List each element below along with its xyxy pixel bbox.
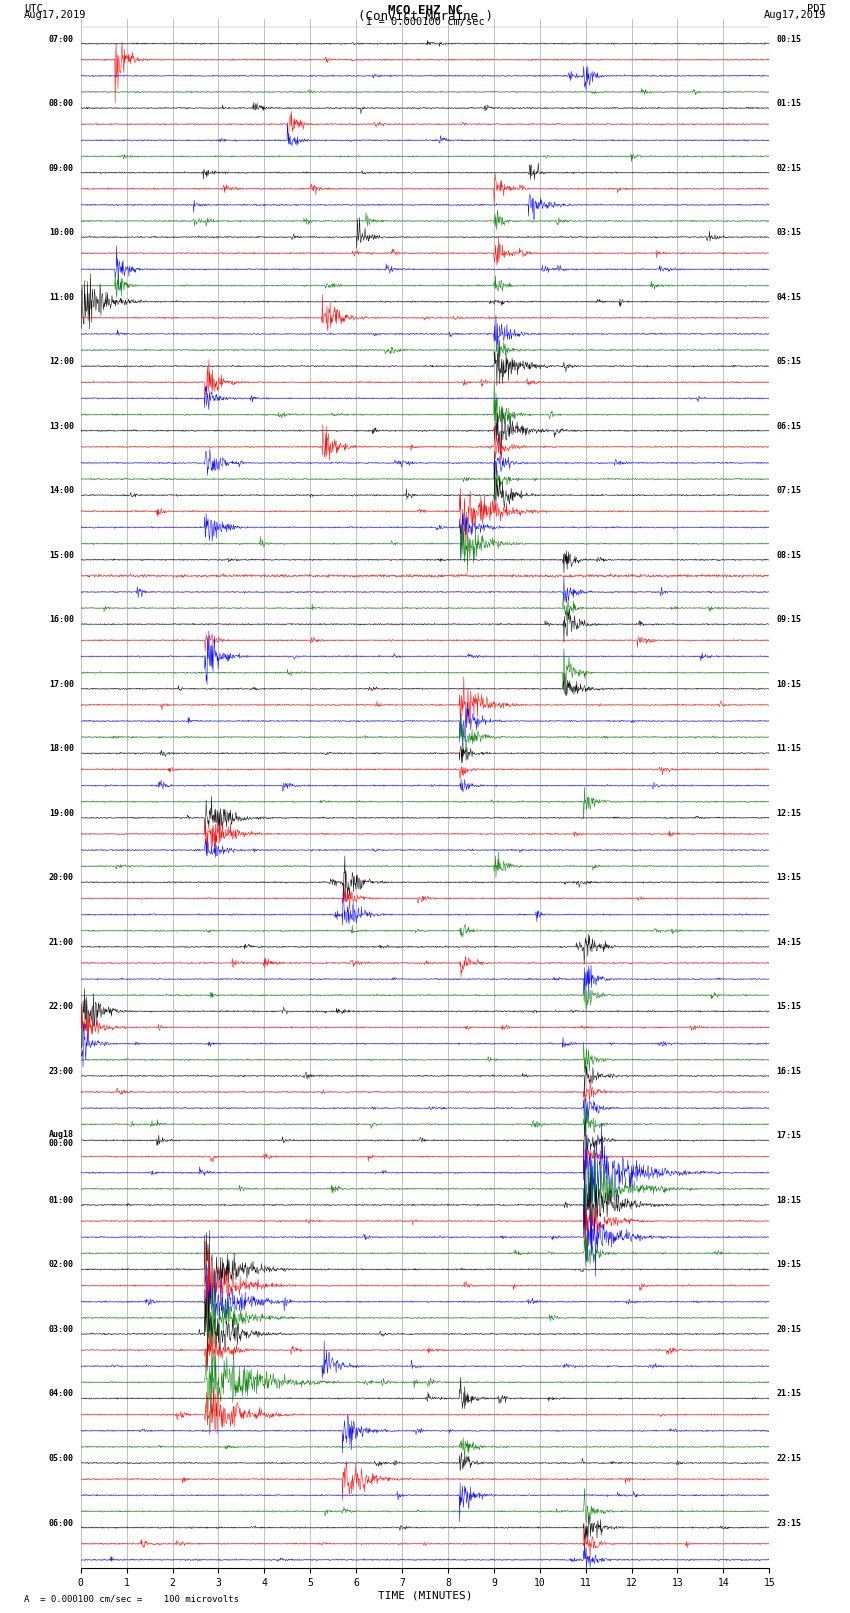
Text: 11:00: 11:00 <box>48 292 74 302</box>
Text: 10:15: 10:15 <box>776 679 802 689</box>
Text: 18:15: 18:15 <box>776 1195 802 1205</box>
Text: A  = 0.000100 cm/sec =    100 microvolts: A = 0.000100 cm/sec = 100 microvolts <box>24 1594 239 1603</box>
Text: 05:15: 05:15 <box>776 356 802 366</box>
Text: 15:00: 15:00 <box>48 550 74 560</box>
Text: 14:15: 14:15 <box>776 937 802 947</box>
Text: 18:00: 18:00 <box>48 744 74 753</box>
Text: 00:15: 00:15 <box>776 34 802 44</box>
Text: 16:15: 16:15 <box>776 1066 802 1076</box>
Text: 13:15: 13:15 <box>776 873 802 882</box>
X-axis label: TIME (MINUTES): TIME (MINUTES) <box>377 1590 473 1600</box>
Text: 02:15: 02:15 <box>776 163 802 173</box>
Text: Aug17,2019: Aug17,2019 <box>24 11 87 21</box>
Text: PDT: PDT <box>808 5 826 15</box>
Text: 17:00: 17:00 <box>48 679 74 689</box>
Text: 02:00: 02:00 <box>48 1260 74 1269</box>
Text: 00:00: 00:00 <box>48 1139 74 1148</box>
Text: 08:00: 08:00 <box>48 98 74 108</box>
Text: 22:15: 22:15 <box>776 1453 802 1463</box>
Text: 06:00: 06:00 <box>48 1518 74 1528</box>
Text: 15:15: 15:15 <box>776 1002 802 1011</box>
Text: 16:00: 16:00 <box>48 615 74 624</box>
Text: 17:15: 17:15 <box>776 1131 802 1140</box>
Text: 09:15: 09:15 <box>776 615 802 624</box>
Text: 05:00: 05:00 <box>48 1453 74 1463</box>
Text: 07:15: 07:15 <box>776 486 802 495</box>
Text: 19:00: 19:00 <box>48 808 74 818</box>
Text: 10:00: 10:00 <box>48 227 74 237</box>
Text: Aug18: Aug18 <box>48 1129 74 1139</box>
Text: 12:00: 12:00 <box>48 356 74 366</box>
Text: 07:00: 07:00 <box>48 34 74 44</box>
Text: (Convict Moraine ): (Convict Moraine ) <box>358 11 492 24</box>
Text: 04:00: 04:00 <box>48 1389 74 1398</box>
Text: 21:00: 21:00 <box>48 937 74 947</box>
Text: 04:15: 04:15 <box>776 292 802 302</box>
Text: 13:00: 13:00 <box>48 421 74 431</box>
Text: 08:15: 08:15 <box>776 550 802 560</box>
Text: 20:15: 20:15 <box>776 1324 802 1334</box>
Text: 22:00: 22:00 <box>48 1002 74 1011</box>
Text: 01:00: 01:00 <box>48 1195 74 1205</box>
Text: I = 0.000100 cm/sec: I = 0.000100 cm/sec <box>366 18 484 27</box>
Text: 01:15: 01:15 <box>776 98 802 108</box>
Text: 23:15: 23:15 <box>776 1518 802 1528</box>
Text: 19:15: 19:15 <box>776 1260 802 1269</box>
Text: 03:15: 03:15 <box>776 227 802 237</box>
Text: 09:00: 09:00 <box>48 163 74 173</box>
Text: 12:15: 12:15 <box>776 808 802 818</box>
Text: UTC: UTC <box>24 5 42 15</box>
Text: 21:15: 21:15 <box>776 1389 802 1398</box>
Text: MCO EHZ NC: MCO EHZ NC <box>388 5 462 18</box>
Text: 03:00: 03:00 <box>48 1324 74 1334</box>
Text: 06:15: 06:15 <box>776 421 802 431</box>
Text: 20:00: 20:00 <box>48 873 74 882</box>
Text: 23:00: 23:00 <box>48 1066 74 1076</box>
Text: Aug17,2019: Aug17,2019 <box>763 11 826 21</box>
Text: 11:15: 11:15 <box>776 744 802 753</box>
Text: 14:00: 14:00 <box>48 486 74 495</box>
